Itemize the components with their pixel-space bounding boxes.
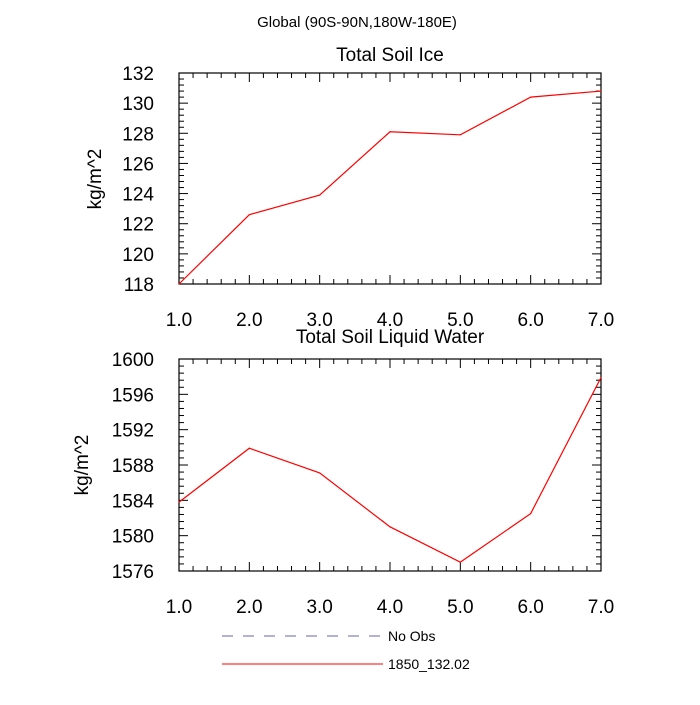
x-tick-label: 7.0 bbox=[588, 310, 614, 331]
y-tick-label: 132 bbox=[122, 64, 154, 85]
x-tick-label: 3.0 bbox=[306, 310, 332, 331]
y-axis-label: kg/m^2 bbox=[85, 149, 106, 210]
x-tick-label: 2.0 bbox=[236, 597, 262, 618]
data-point bbox=[319, 472, 321, 474]
data-point bbox=[459, 561, 461, 563]
y-tick-label: 1592 bbox=[112, 421, 154, 442]
chart-panel-1: Total Soil Ice kg/m^2 1.0 2.0 3.0 4.0 5.0 6.0 7.… bbox=[85, 45, 614, 331]
y-tick-label: 120 bbox=[122, 245, 154, 266]
data-point bbox=[389, 131, 391, 133]
y-tick-label: 128 bbox=[122, 124, 154, 145]
y-tick-label: 122 bbox=[122, 215, 154, 236]
data-point bbox=[530, 96, 532, 98]
y-tick-label: 1576 bbox=[112, 562, 154, 583]
x-tick-label: 4.0 bbox=[377, 597, 403, 618]
x-tick-label: 5.0 bbox=[447, 597, 473, 618]
chart-title: Total Soil Ice bbox=[336, 45, 444, 66]
data-point bbox=[178, 501, 180, 503]
legend: No Obs 1850_132.02 bbox=[222, 628, 470, 672]
y-tick-label: 130 bbox=[122, 94, 154, 115]
x-tick-label: 6.0 bbox=[517, 597, 543, 618]
y-tick-label: 1584 bbox=[112, 491, 155, 512]
plot-frame bbox=[178, 72, 602, 285]
y-tick-label: 1588 bbox=[112, 456, 154, 477]
chart-title: Total Soil Liquid Water bbox=[296, 327, 485, 348]
data-point bbox=[319, 194, 321, 196]
legend-label-2: 1850_132.02 bbox=[388, 656, 470, 672]
y-tick-label: 1580 bbox=[112, 527, 154, 548]
figure-title: Global (90S-90N,180W-180E) bbox=[257, 14, 457, 31]
y-tick-label: 118 bbox=[124, 275, 154, 296]
data-point bbox=[600, 376, 602, 379]
chart-panels: Total Soil Ice kg/m^2 1.0 2.0 3.0 4.0 5.0 6.0 7.… bbox=[72, 45, 614, 618]
chart-panel-2: Total Soil Liquid Water kg/m^2 1.0 2.0 3.0 4.… bbox=[72, 327, 614, 618]
data-point bbox=[459, 134, 461, 136]
y-tick-label: 126 bbox=[122, 154, 154, 175]
plot-frame bbox=[178, 358, 602, 572]
x-tick-label: 7.0 bbox=[588, 597, 614, 618]
x-tick-label: 5.0 bbox=[447, 310, 473, 331]
x-tick-label: 6.0 bbox=[517, 310, 543, 331]
series-line-1850_132.02 bbox=[178, 377, 602, 563]
x-tick-label: 4.0 bbox=[377, 310, 403, 331]
data-point bbox=[248, 447, 250, 449]
y-tick-label: 1596 bbox=[112, 385, 154, 406]
x-tick-label: 1.0 bbox=[166, 597, 192, 618]
y-tick-label: 124 bbox=[122, 185, 154, 206]
y-axis-label: kg/m^2 bbox=[72, 435, 93, 496]
data-point bbox=[178, 283, 180, 285]
series-line-1850_132.02 bbox=[178, 90, 602, 285]
data-point bbox=[248, 214, 250, 216]
data-point bbox=[600, 90, 602, 92]
y-tick-label: 1600 bbox=[112, 350, 154, 371]
x-tick-label: 3.0 bbox=[306, 597, 332, 618]
x-tick-label: 1.0 bbox=[166, 310, 192, 331]
legend-label-1: No Obs bbox=[388, 628, 435, 644]
x-tick-label: 2.0 bbox=[236, 310, 262, 331]
data-point bbox=[389, 526, 391, 528]
data-point bbox=[530, 512, 532, 515]
